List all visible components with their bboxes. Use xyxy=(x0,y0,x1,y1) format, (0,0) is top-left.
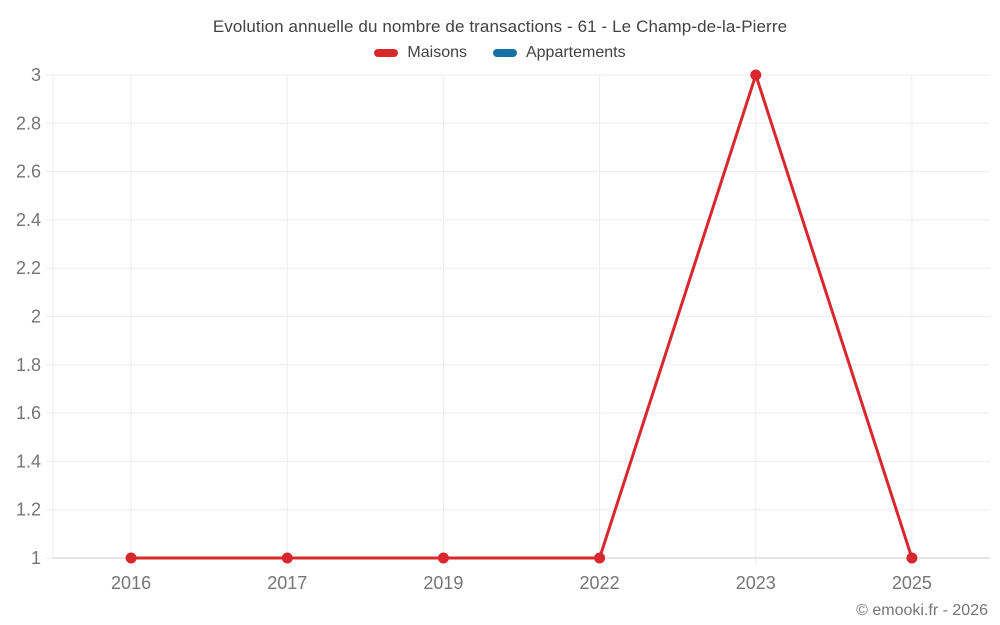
y-tick-label: 3 xyxy=(31,65,41,85)
y-tick-label: 2.6 xyxy=(16,162,41,182)
y-tick-label: 2.2 xyxy=(16,258,41,278)
legend-label: Appartements xyxy=(525,44,626,61)
series-line-maisons xyxy=(129,73,914,560)
x-tick-label: 2016 xyxy=(111,573,151,593)
chart-title: Evolution annuelle du nombre de transact… xyxy=(212,17,788,36)
y-tick-label: 2 xyxy=(31,307,41,327)
legend-item-appartements[interactable]: Appartements xyxy=(492,44,626,62)
copyright: © emooki.fr - 2026 xyxy=(856,602,988,619)
legend-swatch-icon xyxy=(374,49,399,57)
legend: Maisons Appartements xyxy=(0,44,1000,62)
x-tick-label: 2023 xyxy=(736,573,776,593)
y-tick-label: 1.8 xyxy=(16,355,41,375)
data-point-maisons[interactable] xyxy=(125,552,137,564)
data-point-maisons[interactable] xyxy=(750,69,762,81)
legend-label: Maisons xyxy=(407,44,467,61)
data-point-maisons[interactable] xyxy=(906,552,918,564)
y-tick-label: 1.2 xyxy=(16,500,41,520)
y-tick-label: 1.6 xyxy=(16,403,41,423)
x-tick-label: 2022 xyxy=(580,573,620,593)
y-tick-label: 1 xyxy=(31,548,41,568)
x-tick-label: 2017 xyxy=(267,573,307,593)
data-point-maisons[interactable] xyxy=(594,552,606,564)
legend-item-maisons[interactable]: Maisons xyxy=(374,44,467,62)
legend-swatch-icon xyxy=(492,49,517,57)
x-tick-label: 2019 xyxy=(423,573,463,593)
y-tick-label: 2.4 xyxy=(16,210,41,230)
y-tick-label: 2.8 xyxy=(16,113,41,133)
x-tick-label: 2025 xyxy=(892,573,932,593)
data-point-maisons[interactable] xyxy=(281,552,293,564)
data-point-maisons[interactable] xyxy=(437,552,449,564)
y-tick-label: 1.4 xyxy=(16,451,41,471)
